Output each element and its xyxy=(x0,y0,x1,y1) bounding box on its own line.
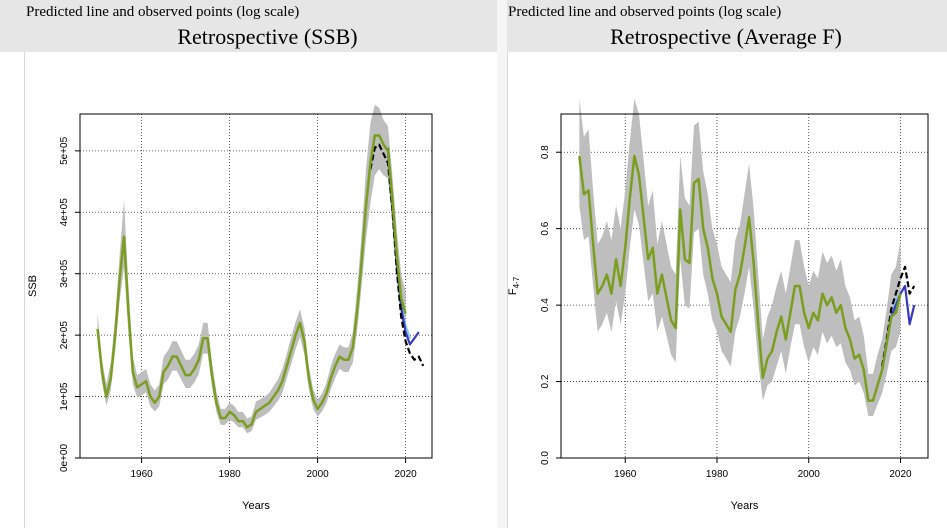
f-ytick-label-0.4: 0.4 xyxy=(540,298,551,312)
ssb-ytick-label-5e+05: 5e+05 xyxy=(59,136,70,165)
f-ytick-label-0.6: 0.6 xyxy=(540,221,551,235)
ssb-panel-border xyxy=(24,52,25,528)
ssb-confidence-band xyxy=(97,104,406,434)
ssb-panel-subtitle: Predicted line and observed points (log … xyxy=(26,4,300,20)
ssb-ytick-label-0e+00: 0e+00 xyxy=(59,444,70,473)
f-ytick-label-0.2: 0.2 xyxy=(540,374,551,388)
ssb-xtick-label-2020: 2020 xyxy=(394,469,417,480)
ssb-chart: 1960 1980 2000 2020 0e+00 1e+05 2e+05 3e+05 4e+0… xyxy=(27,104,433,512)
ssb-estimate-line xyxy=(96,134,407,429)
f-panel-header: Predicted line and observed points (log … xyxy=(507,0,947,52)
f-chart: 1960 1980 2000 2020 0.0 0.2 0.4 0.6 0.8 Years F4-7 xyxy=(507,98,929,512)
f-xtick-label-2000: 2000 xyxy=(798,469,821,480)
f-confidence-band xyxy=(579,98,901,416)
f-xtick-label-1980: 1980 xyxy=(706,469,729,480)
ssb-plot-frame xyxy=(79,113,433,459)
ssb-plot-area: 1960 1980 2000 2020 0e+00 1e+05 2e+05 3e+05 4e+0… xyxy=(27,104,433,512)
f-xtick-label-1960: 1960 xyxy=(614,469,637,480)
f-plot-frame xyxy=(560,113,929,459)
ssb-y-axis-title: SSB xyxy=(27,275,39,297)
f-y-axis-title: F4-7 xyxy=(507,276,521,295)
ssb-peel-line-4 xyxy=(369,143,425,367)
f-panel-subtitle: Predicted line and observed points (log … xyxy=(508,4,782,20)
f-estimate-line xyxy=(578,154,902,402)
ssb-ytick-label-2e+05: 2e+05 xyxy=(59,321,70,350)
f-plot-area: 1960 1980 2000 2020 0.0 0.2 0.4 0.6 0.8 Years F4-7 xyxy=(507,98,929,512)
f-panel: Predicted line and observed points (log … xyxy=(507,0,947,528)
f-y-axis-title-main: F xyxy=(507,288,519,295)
f-y-axis-title-sub: 4-7 xyxy=(512,276,521,288)
ssb-chart-title: Retrospective (SSB) xyxy=(177,24,358,49)
ssb-ytick-label-4e+05: 4e+05 xyxy=(59,198,70,227)
f-chart-title: Retrospective (Average F) xyxy=(610,24,842,49)
ssb-ytick-label-3e+05: 3e+05 xyxy=(59,259,70,288)
ssb-x-axis-title: Years xyxy=(242,500,270,512)
f-panel-border xyxy=(507,52,508,528)
ssb-xtick-label-1960: 1960 xyxy=(130,469,153,480)
ssb-xtick-label-1980: 1980 xyxy=(218,469,241,480)
ssb-panel-header: Predicted line and observed points (log … xyxy=(0,0,497,52)
f-x-axis-title: Years xyxy=(731,500,759,512)
ssb-ytick-label-1e+05: 1e+05 xyxy=(59,382,70,411)
f-ytick-label-0.8: 0.8 xyxy=(540,145,551,159)
panel-gutter xyxy=(497,0,507,528)
ssb-xtick-label-2000: 2000 xyxy=(306,469,329,480)
ssb-panel: Predicted line and observed points (log … xyxy=(0,0,497,528)
f-ytick-label-0.0: 0.0 xyxy=(540,451,551,465)
f-xtick-label-2020: 2020 xyxy=(889,469,912,480)
